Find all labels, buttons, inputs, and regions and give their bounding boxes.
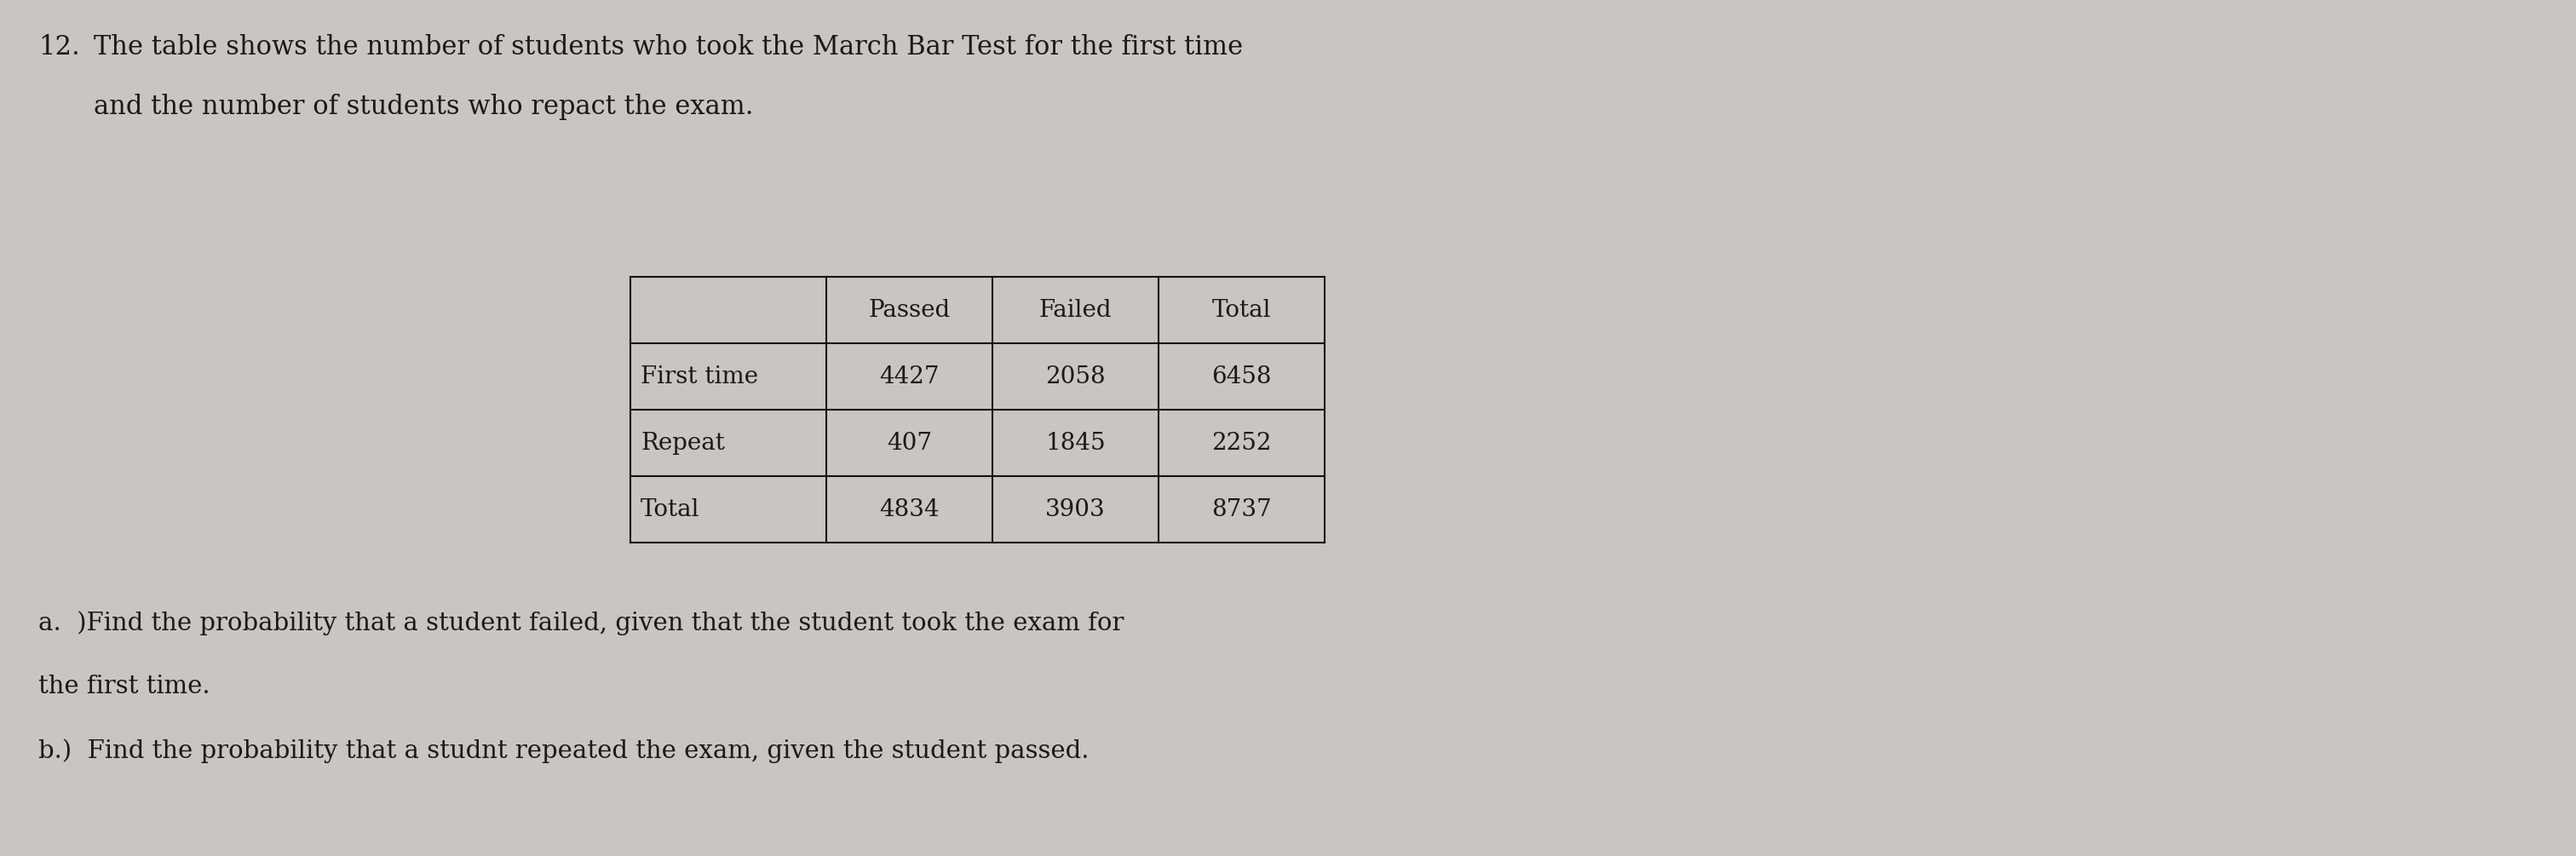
Text: 12.: 12. — [39, 34, 80, 61]
Text: 6458: 6458 — [1211, 365, 1273, 388]
Text: Total: Total — [1211, 299, 1270, 322]
Text: 1845: 1845 — [1046, 431, 1105, 455]
Text: 4427: 4427 — [878, 365, 940, 388]
Text: Total: Total — [641, 498, 701, 520]
Text: b.)  Find the probability that a studnt repeated the exam, given the student pas: b.) Find the probability that a studnt r… — [39, 739, 1090, 763]
Text: the first time.: the first time. — [39, 675, 211, 698]
Text: and the number of students who repact the exam.: and the number of students who repact th… — [93, 93, 752, 120]
Text: 2252: 2252 — [1211, 431, 1273, 455]
Text: The table shows the number of students who took the March Bar Test for the first: The table shows the number of students w… — [93, 34, 1244, 61]
Text: First time: First time — [641, 365, 757, 388]
Text: 3903: 3903 — [1046, 498, 1105, 520]
Text: Failed: Failed — [1038, 299, 1113, 322]
Text: Passed: Passed — [868, 299, 951, 322]
Text: a.  )Find the probability that a student failed, given that the student took the: a. )Find the probability that a student … — [39, 610, 1123, 635]
Text: 8737: 8737 — [1211, 498, 1273, 520]
Text: 4834: 4834 — [878, 498, 940, 520]
Text: 407: 407 — [886, 431, 933, 455]
Text: Repeat: Repeat — [641, 431, 724, 455]
Text: 2058: 2058 — [1046, 365, 1105, 388]
